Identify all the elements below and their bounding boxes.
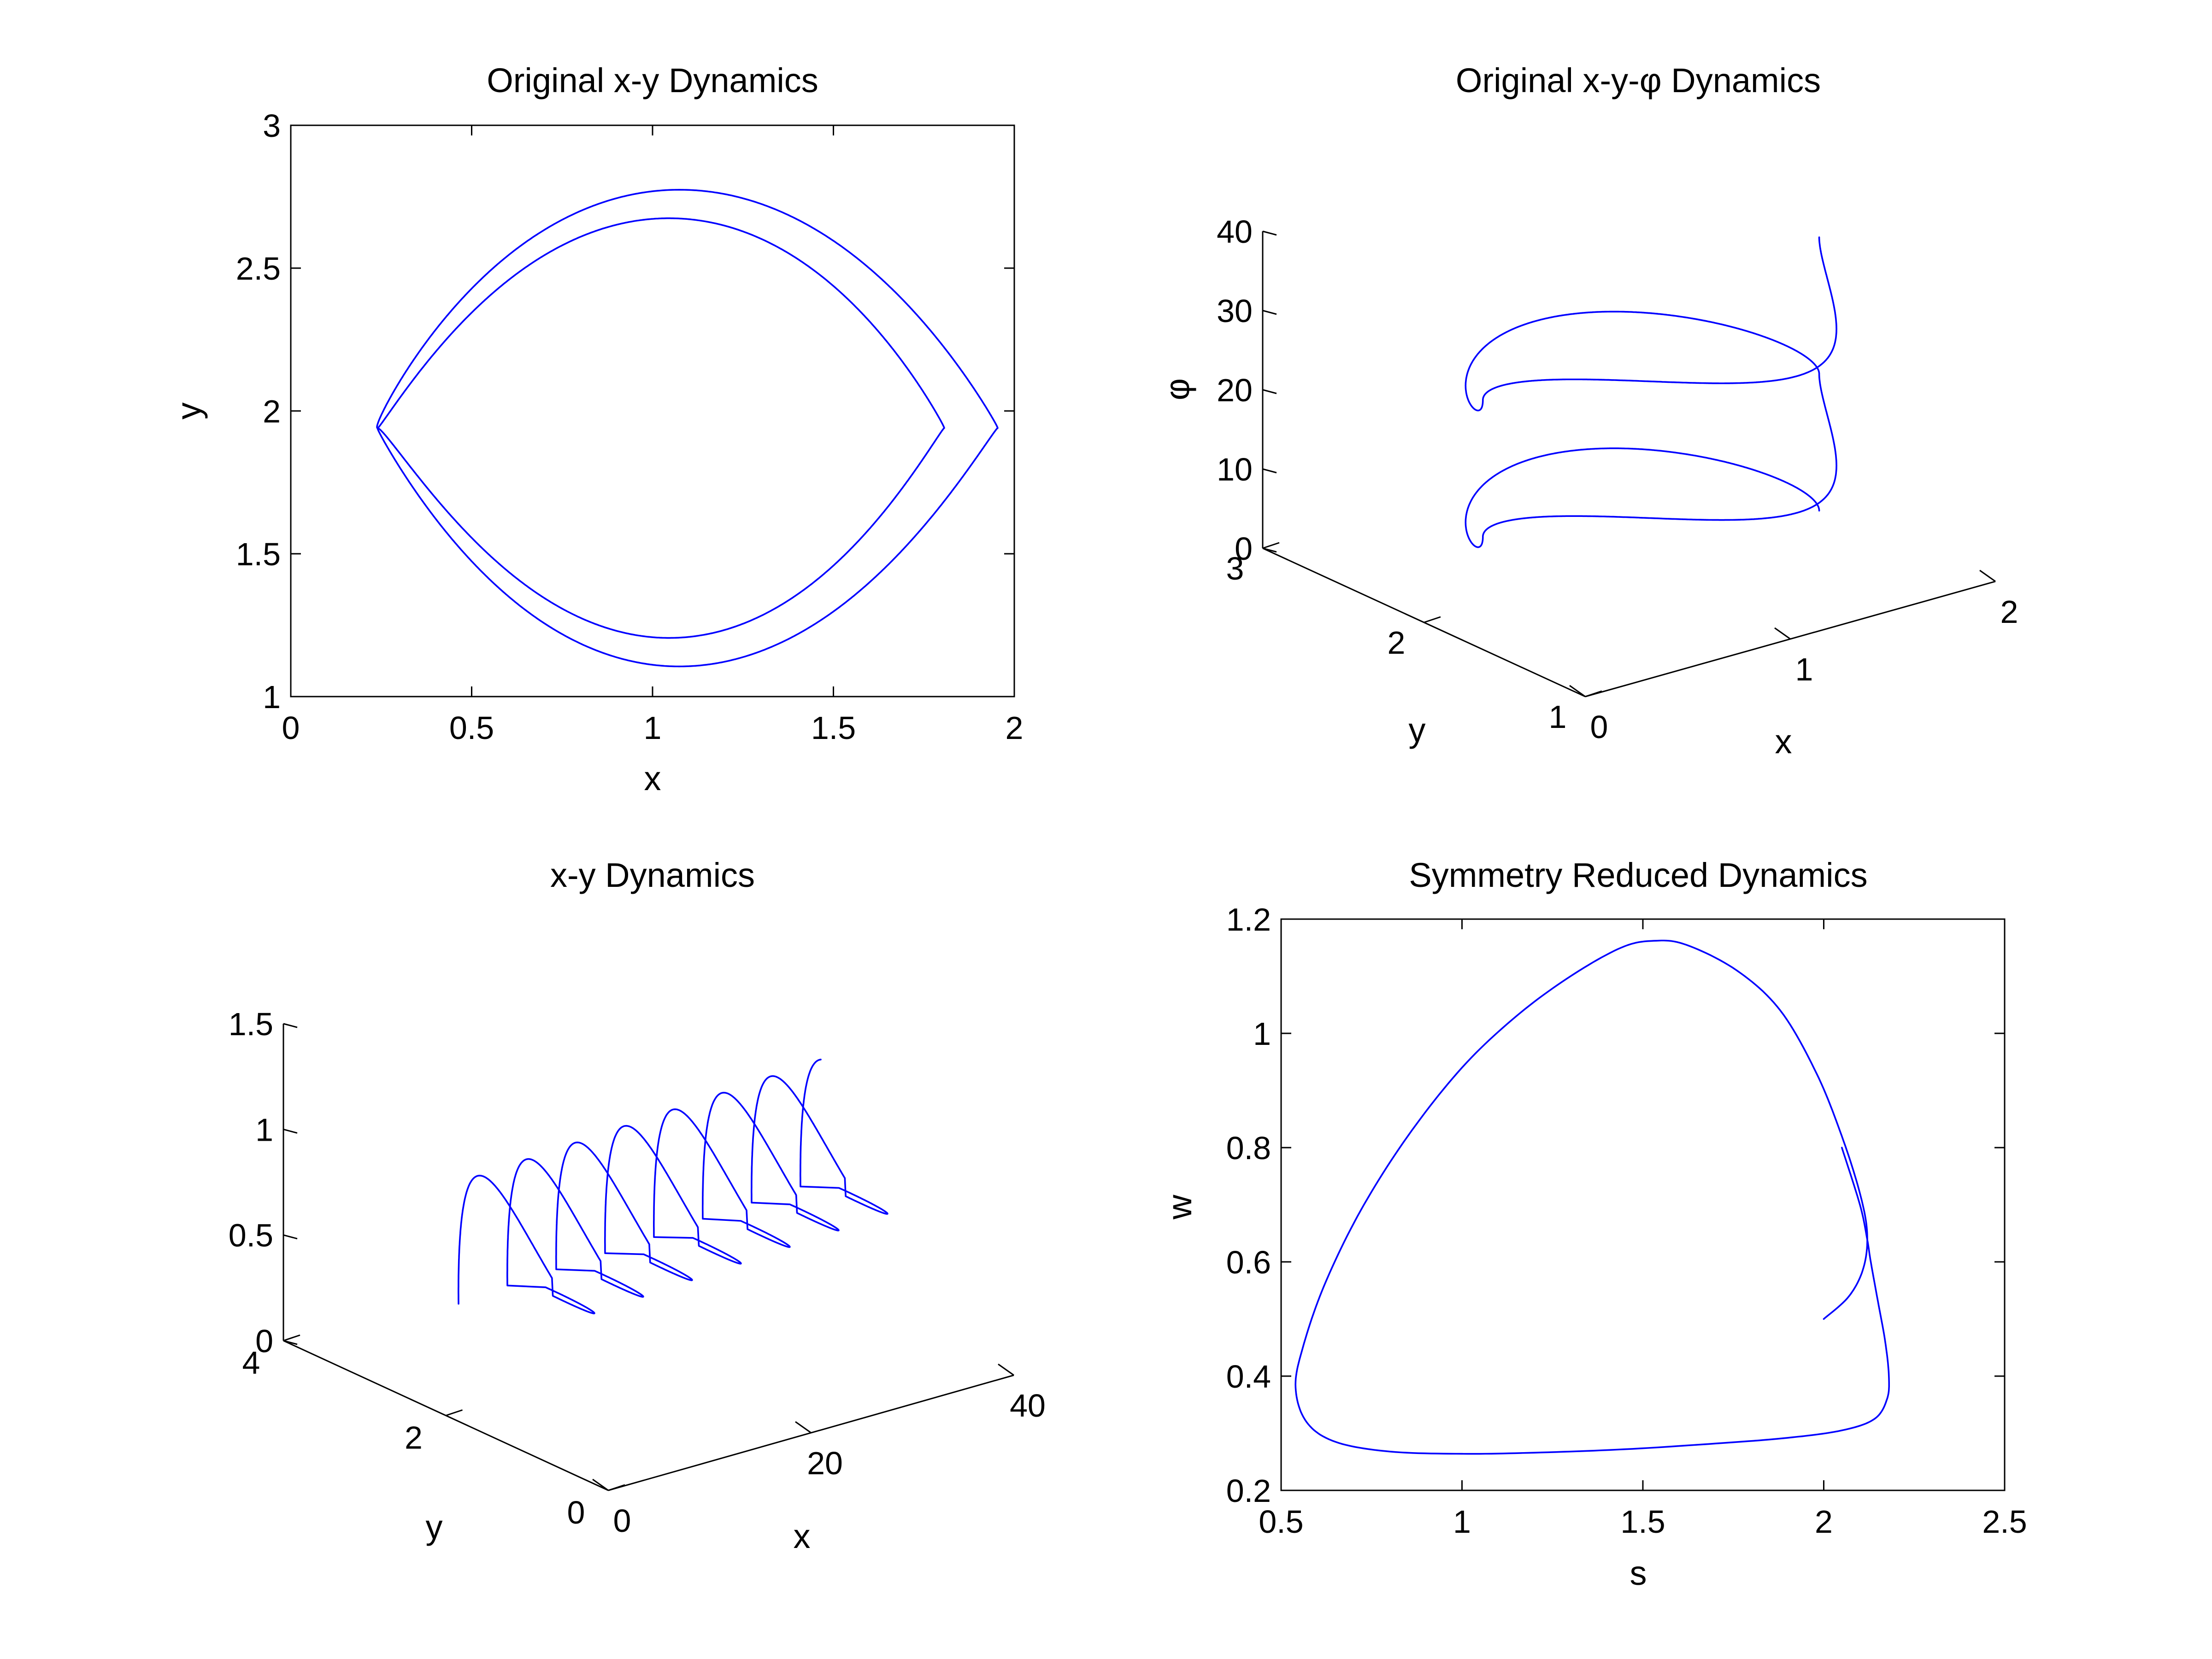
panel-4-xtick-label: 2.5	[1982, 1504, 2027, 1540]
panel-4-ytick-label: 0.6	[1226, 1244, 1271, 1280]
panel-3-xtick-label: 40	[1010, 1388, 1046, 1424]
panel-3-ytick-label: 2	[405, 1420, 423, 1456]
panel-original-xy: Original x-y Dynamics 0 0.5 1 1.5 2 1 1.5 2 2.5 3…	[170, 61, 1023, 797]
panel-2-title: Original x-y-φ Dynamics	[1456, 61, 1821, 100]
panel-3-xtick-label: 20	[807, 1445, 843, 1481]
panel-3-ztick-label: 1.5	[229, 1006, 273, 1042]
panel-1-ylabel: y	[170, 403, 208, 420]
panel-3-xtick-mark	[998, 1363, 1014, 1376]
panel-2-ylabel: y	[1409, 711, 1426, 749]
panel-4-ytick-label: 1.2	[1226, 902, 1271, 938]
panel-2-ztick-mark	[1262, 389, 1277, 394]
panel-3-ztick-mark	[283, 1234, 298, 1240]
panel-original-xyphi: Original x-y-φ Dynamics 012123010203040 …	[1158, 61, 2018, 761]
panel-3-ytick-label: 0	[567, 1495, 585, 1530]
panel-1-xtick-label: 1	[644, 710, 662, 746]
panel-3-xtick-mark	[795, 1421, 812, 1434]
panel-3-ztick-mark	[283, 1023, 298, 1028]
panel-2-ztick-mark	[1262, 468, 1277, 474]
panel-2-xlabel: x	[1775, 722, 1792, 761]
panel-4-xtick-label: 2	[1815, 1504, 1833, 1540]
panel-3-ztick-mark	[283, 1340, 298, 1345]
panel-1-xtick-label: 0	[282, 710, 300, 746]
panel-2-ztick-mark	[1262, 230, 1277, 236]
panel-2-ztick-label: 10	[1217, 451, 1253, 487]
panel-3-ztick-mark	[283, 1128, 298, 1134]
panel-1-ytick-label: 1	[263, 679, 281, 715]
panel-4-xtick-label: 0.5	[1259, 1504, 1303, 1540]
panel-2-ztick-mark	[1262, 310, 1277, 315]
panel-2-ztick-label: 30	[1217, 293, 1253, 329]
panel-2-zlabel: φ	[1158, 378, 1196, 400]
panel-1-ytick-label: 2.5	[236, 251, 281, 287]
panel-2-ytick-mark	[1262, 542, 1280, 549]
panel-3-ztick-label: 0	[255, 1323, 273, 1359]
panel-1-title: Original x-y Dynamics	[487, 61, 818, 100]
panel-4-ytick-label: 0.4	[1226, 1359, 1271, 1395]
panel-3-trajectory	[458, 1059, 888, 1314]
panel-2-xtick-mark	[1774, 627, 1791, 640]
panel-3-xtick-mark	[592, 1478, 609, 1491]
panel-1-ytick-label: 3	[263, 108, 281, 144]
panel-3-title: x-y Dynamics	[550, 856, 755, 894]
panel-4-ylabel: w	[1160, 1195, 1199, 1220]
panel-4-title: Symmetry Reduced Dynamics	[1409, 856, 1867, 894]
panel-3-ytick-mark	[608, 1484, 625, 1491]
panel-3-ylabel: y	[426, 1508, 443, 1546]
panel-symmetry-reduced: Symmetry Reduced Dynamics 0.5 1 1.5 2 2.5 0.2…	[1160, 856, 2027, 1592]
panel-2-xtick-label: 2	[2000, 594, 2018, 630]
panel-3-ztick-label: 0.5	[229, 1218, 273, 1254]
panel-1-xtick-label: 0.5	[449, 710, 494, 746]
panel-3-ytick-mark	[283, 1334, 300, 1342]
panel-4-ytick-label: 1	[1253, 1016, 1271, 1052]
panel-4-xlabel: s	[1630, 1554, 1647, 1592]
panel-1-xlabel: x	[644, 759, 661, 797]
panel-2-xtick-mark	[1979, 569, 1996, 582]
panel-3-xlabel: x	[794, 1517, 811, 1555]
panel-1-ticks: 0 0.5 1 1.5 2 1 1.5 2 2.5 3	[236, 108, 1024, 746]
panel-1-ytick-label: 1.5	[236, 536, 281, 572]
panel-2-xtick-label: 0	[1590, 709, 1608, 745]
panel-2-ytick-mark	[1424, 616, 1441, 623]
panel-4-xtick-label: 1.5	[1620, 1504, 1665, 1540]
panel-2-ztick-label: 0	[1235, 531, 1253, 567]
panel-4-xtick-label: 1	[1453, 1504, 1471, 1540]
panel-2-trajectory	[1465, 236, 1837, 548]
panel-4-trajectory	[1294, 939, 1890, 1455]
panel-2-ztick-mark	[1262, 547, 1277, 553]
panel-2-xtick-label: 1	[1795, 651, 1813, 687]
panel-3-ytick-mark	[446, 1409, 463, 1416]
panel-2-ztick-label: 40	[1217, 214, 1253, 250]
panel-1-ytick-label: 2	[263, 393, 281, 429]
panel-3-ztick-label: 1	[255, 1112, 273, 1148]
panel-4-ytick-label: 0.8	[1226, 1130, 1271, 1166]
panel-4-ticks: 0.5 1 1.5 2 2.5 0.2 0.4 0.6 0.8 1 1.2	[1226, 902, 2027, 1540]
panel-1-trajectory	[376, 189, 999, 668]
panel-1-xtick-label: 2	[1006, 710, 1024, 746]
panel-3-ytick-label: 4	[242, 1345, 260, 1381]
panel-2-ytick-label: 1	[1549, 699, 1567, 735]
panel-2-xtick-mark	[1569, 685, 1586, 698]
panel-2-ytick-label: 3	[1226, 551, 1244, 586]
panel-2-ztick-label: 20	[1217, 372, 1253, 408]
panel-2-ytick-mark	[1585, 690, 1602, 698]
panel-4-ytick-label: 0.2	[1226, 1473, 1271, 1509]
panel-3-xtick-label: 0	[613, 1503, 631, 1539]
panel-2-ytick-label: 2	[1388, 625, 1406, 661]
panel-1-xtick-label: 1.5	[811, 710, 856, 746]
